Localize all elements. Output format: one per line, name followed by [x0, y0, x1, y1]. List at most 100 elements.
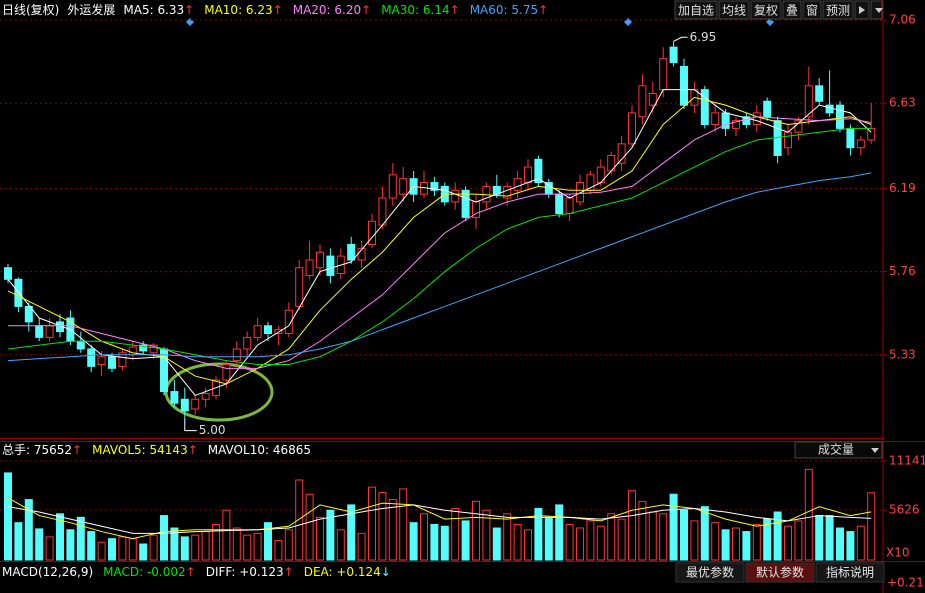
candle-body — [576, 182, 584, 203]
candle-body — [170, 391, 179, 404]
toolbar-button[interactable]: 均线 — [718, 0, 750, 20]
volume-bar — [763, 518, 772, 561]
volume-bar — [76, 516, 85, 561]
button-bg — [815, 562, 885, 583]
volume-bar — [711, 522, 720, 561]
icon — [859, 6, 865, 14]
ma-line — [8, 116, 872, 369]
candle-body — [274, 329, 283, 335]
legend-entry: MAVOL5: 54143 — [92, 443, 188, 457]
volume-bar — [638, 500, 647, 561]
volume-bar — [24, 499, 33, 561]
candle-body — [763, 100, 772, 118]
candle-body — [87, 348, 96, 367]
legend-arrow: ↑ — [284, 565, 294, 579]
candle-body — [388, 174, 397, 199]
candle-body — [659, 58, 668, 91]
button-bg — [750, 0, 782, 20]
dropdown-button[interactable] — [870, 0, 883, 20]
candle-body — [295, 267, 304, 307]
candle-body — [347, 243, 356, 261]
volume-bar — [596, 525, 605, 561]
volume-bar — [295, 479, 304, 561]
volume-bar — [357, 532, 366, 561]
y-tick-label: 5626 — [889, 503, 920, 517]
volume-bar — [409, 522, 418, 561]
candle-body — [284, 309, 293, 334]
candle-body — [149, 344, 158, 354]
legend-entry: DIFF: +0.123 — [206, 565, 284, 579]
button-bg — [674, 0, 718, 20]
selector-label: 成交量 — [818, 442, 854, 457]
nav-button[interactable] — [854, 0, 870, 20]
toolbar-button[interactable]: 加自选 — [674, 0, 718, 20]
toolbar-button[interactable]: 叠 — [782, 0, 802, 20]
volume-bar — [451, 507, 460, 561]
candle-body — [617, 143, 626, 164]
volume-bar — [492, 527, 501, 561]
volume-bar — [742, 531, 751, 561]
volume-bar — [680, 509, 688, 561]
candle-body — [253, 325, 262, 338]
candle-body — [524, 166, 532, 184]
volume-bar — [253, 532, 262, 561]
volume-bar — [149, 534, 158, 561]
volume-bar — [503, 513, 512, 561]
volume-bar — [815, 515, 824, 561]
button-bg — [675, 562, 745, 583]
indicator-button[interactable]: 默认参数 — [745, 562, 815, 583]
volume-bar — [482, 509, 491, 561]
legend-entry: DEA: +0.124 — [304, 565, 381, 579]
volume-bar — [305, 493, 314, 561]
button-bg — [782, 0, 802, 20]
candle-body — [700, 89, 709, 125]
volume-bar — [388, 499, 397, 561]
indicator-selector[interactable]: 成交量 — [794, 441, 883, 459]
candle-body — [784, 131, 792, 149]
indicator-button[interactable]: 最优参数 — [675, 562, 745, 583]
candle-body — [669, 46, 678, 64]
button-label: 叠 — [786, 4, 798, 18]
volume-bar — [700, 506, 709, 561]
y-tick-label: 5.33 — [889, 347, 916, 361]
volume-bar — [472, 500, 480, 561]
volume-bar — [440, 525, 449, 561]
toolbar-button[interactable]: 复权 — [750, 0, 782, 20]
candle-body — [648, 93, 657, 106]
candle-body — [118, 352, 127, 367]
button-label: 窗 — [806, 4, 818, 18]
button-bg — [870, 0, 883, 20]
volume-bar — [274, 539, 283, 561]
header-legend: 日线(复权) 外运发展 MA5: 6.33↑ MA10: 6.23↑ MA20: 6.2… — [2, 2, 548, 17]
volume-bar — [721, 529, 730, 561]
candle-body — [139, 344, 148, 352]
legend-entry: MAVOL10: 46865 — [208, 443, 311, 457]
button-label: 加自选 — [678, 4, 714, 18]
candle-body — [794, 120, 803, 133]
candle-body — [35, 325, 44, 338]
candle-body — [222, 363, 231, 381]
volume-bar — [804, 468, 813, 561]
volume-bar — [347, 504, 356, 561]
candle-body — [97, 356, 106, 365]
legend-arrow: ↑ — [538, 3, 548, 17]
indicator-button[interactable]: 指标说明 — [815, 562, 885, 583]
volume-bar — [399, 488, 408, 561]
button-label: 预测 — [826, 4, 850, 18]
candle-body — [430, 182, 439, 191]
volume-bar — [461, 520, 470, 561]
volume-bar — [586, 520, 595, 561]
button-bg — [718, 0, 750, 20]
legend-arrow: ↑ — [450, 3, 460, 17]
volume-bar — [607, 513, 616, 561]
candle-body — [836, 104, 844, 129]
candle-body — [732, 120, 740, 129]
toolbar-button[interactable]: 预测 — [822, 0, 854, 20]
candle-body — [4, 267, 12, 280]
volume-bar — [201, 531, 210, 561]
icon — [871, 448, 879, 453]
candle-body — [513, 178, 522, 191]
toolbar-button[interactable]: 窗 — [802, 0, 822, 20]
ma-line — [7, 96, 872, 385]
candle-body — [24, 305, 33, 323]
